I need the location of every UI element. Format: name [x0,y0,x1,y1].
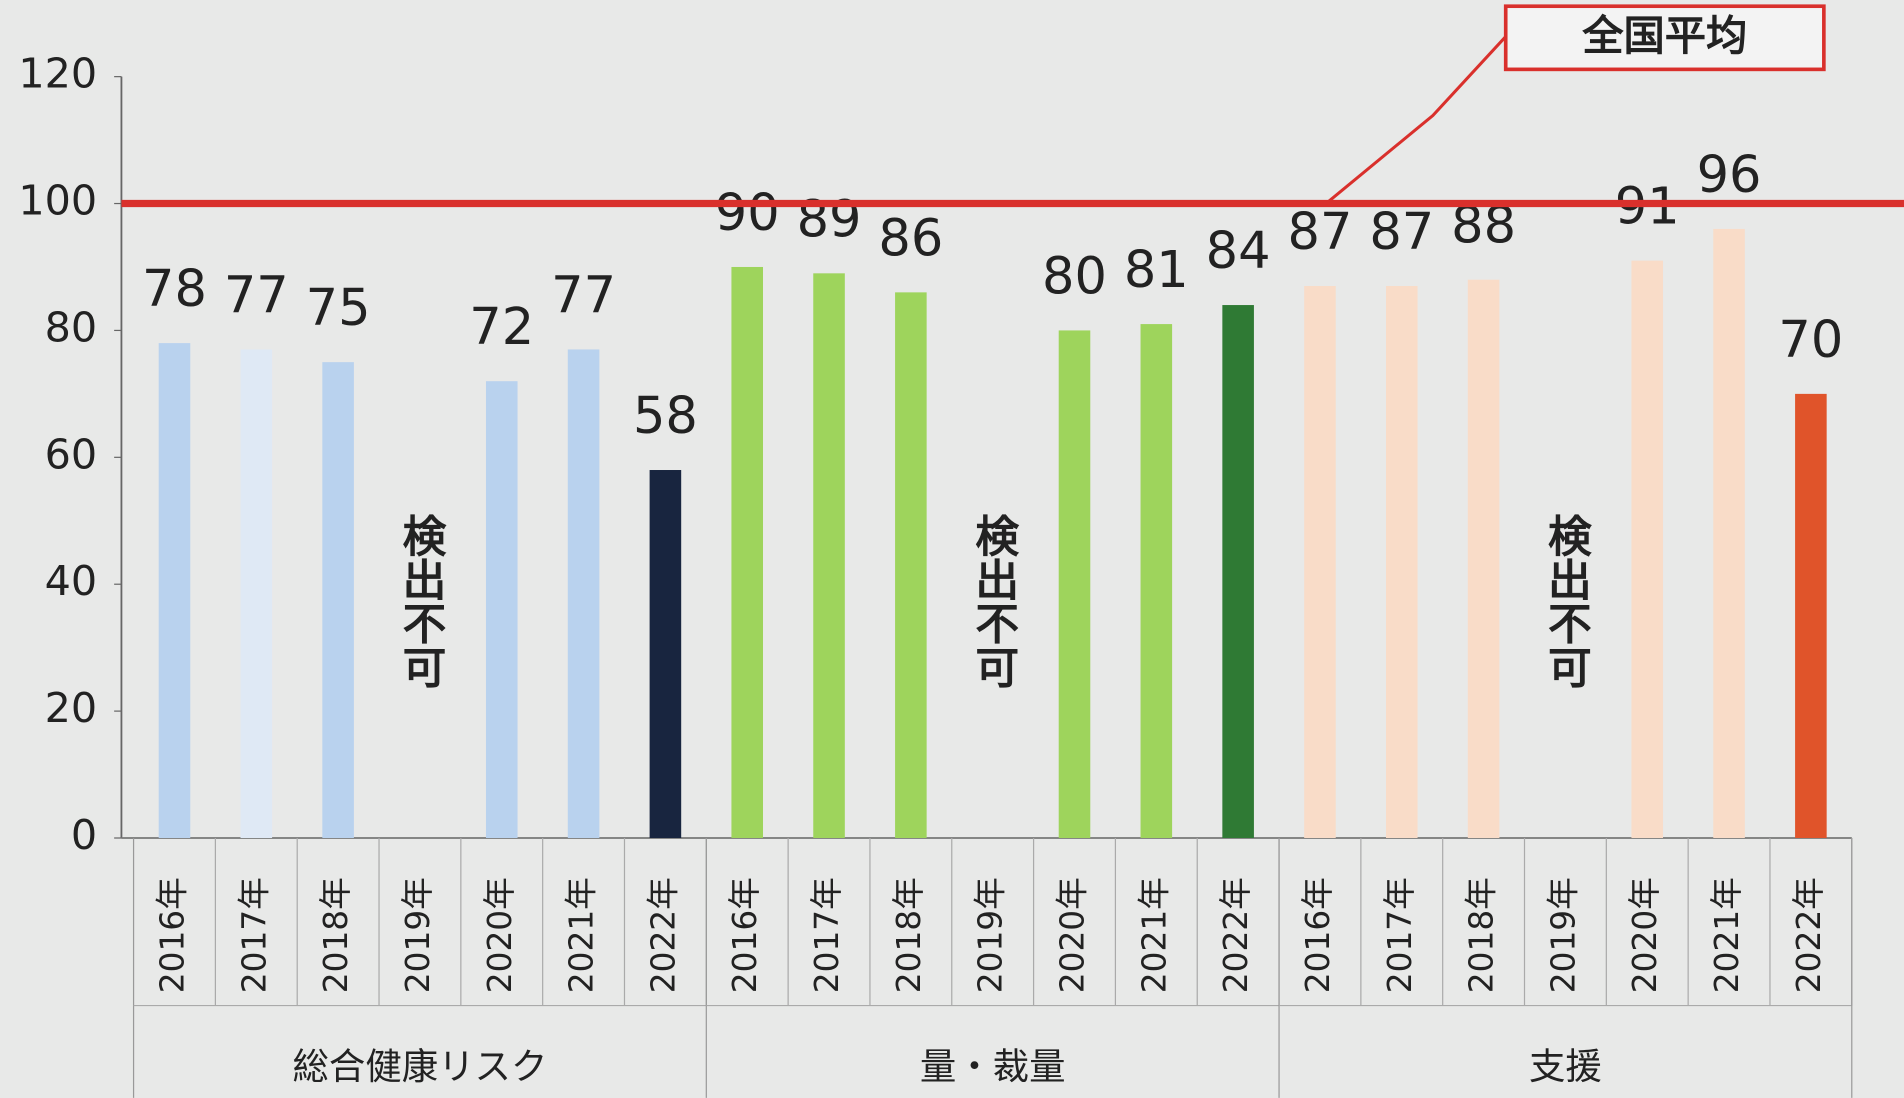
y-tick-label: 0 [71,811,97,859]
bar [1304,286,1336,838]
missing-label: 検出不可 [967,514,1019,689]
bar [240,349,273,838]
data-label: 77 [224,266,289,325]
bar [1058,330,1091,838]
x-tick-label: 2021年 [1135,877,1173,993]
missing-label: 検出不可 [394,514,446,689]
y-tick-label: 20 [45,684,98,732]
x-tick-label: 2016年 [153,877,191,993]
data-label: 78 [142,260,207,319]
bar [1631,260,1664,839]
data-label: 86 [878,209,943,268]
data-label: 87 [1288,203,1353,262]
bar [485,381,518,838]
data-label: 77 [551,266,616,325]
bar [1222,305,1254,838]
x-tick-label: 2019年 [1544,877,1582,993]
x-tick-label: 2021年 [1708,877,1746,993]
bar [895,292,927,838]
x-tick-label: 2020年 [1626,877,1664,993]
group-label: 総合健康リスク [293,1045,548,1088]
bar [1385,286,1418,838]
data-label: 87 [1369,203,1434,262]
bar [649,470,682,838]
reference-label: 全国平均 [1581,12,1747,60]
bar [158,343,191,838]
bar [567,349,600,838]
y-tick-label: 40 [45,557,98,605]
x-tick-label: 2022年 [644,877,682,993]
data-label: 80 [1042,247,1107,306]
callout-leader [1325,35,1507,205]
bar [1140,324,1173,838]
group-label: 支援 [1529,1045,1602,1088]
x-tick-label: 2022年 [1217,877,1255,993]
bar [731,266,764,838]
bar [322,362,354,838]
x-tick-label: 2017年 [808,877,846,993]
bar [813,273,845,838]
bar [1713,228,1745,838]
data-label: 84 [1206,222,1271,281]
x-tick-label: 2022年 [1790,877,1828,993]
y-tick-label: 60 [45,430,98,478]
data-label: 72 [469,298,534,357]
missing-label: 検出不可 [1540,514,1592,689]
data-label: 90 [715,184,780,243]
x-tick-label: 2016年 [726,877,764,993]
x-tick-label: 2020年 [481,877,519,993]
x-tick-label: 2018年 [317,877,355,993]
data-label: 81 [1124,241,1189,300]
data-label: 75 [306,279,371,338]
x-tick-label: 2017年 [1381,877,1419,993]
x-tick-label: 2020年 [1053,877,1091,993]
x-tick-label: 2016年 [1299,877,1337,993]
y-tick-label: 100 [18,177,97,225]
data-label: 89 [797,190,862,249]
group-label: 量・裁量 [920,1045,1066,1088]
data-label: 70 [1778,311,1843,370]
data-label: 96 [1697,146,1762,205]
x-tick-label: 2019年 [972,877,1010,993]
bar [1795,393,1827,838]
x-tick-label: 2018年 [890,877,928,993]
callout-box [1503,4,1826,72]
x-tick-label: 2017年 [235,877,273,993]
x-tick-label: 2018年 [1463,877,1501,993]
bar [1467,279,1500,839]
y-tick-label: 80 [45,303,98,351]
data-label: 58 [633,387,698,446]
x-tick-label: 2021年 [563,877,601,993]
y-tick-label: 120 [18,50,97,98]
x-tick-label: 2019年 [399,877,437,993]
